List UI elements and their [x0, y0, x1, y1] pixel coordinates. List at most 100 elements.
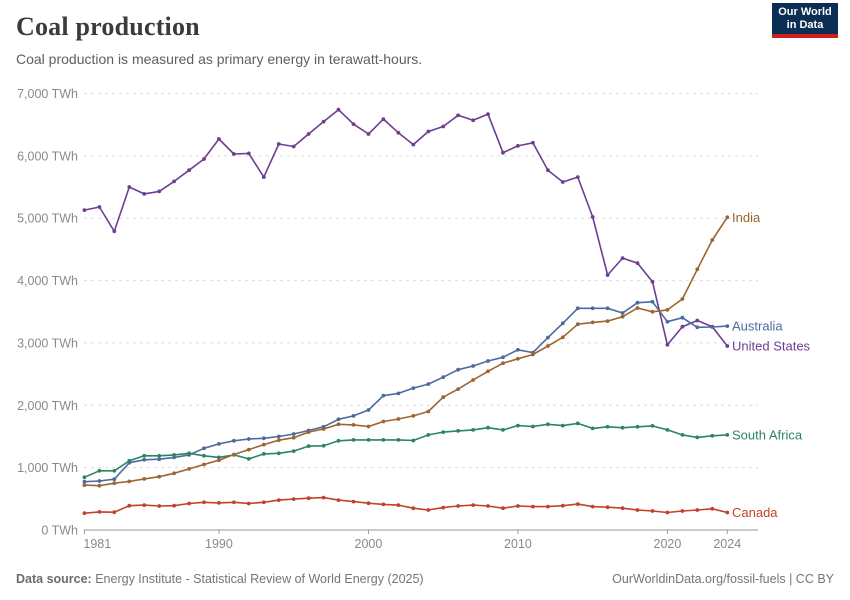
data-point-india-1997: [321, 427, 326, 431]
data-point-south-africa-2003: [411, 438, 416, 443]
data-point-canada-2019: [650, 509, 655, 513]
data-point-united-states-2017: [620, 256, 625, 260]
data-point-united-states-1987: [172, 179, 177, 184]
data-point-united-states-1981: [82, 208, 87, 213]
data-point-australia-2020: [665, 319, 670, 324]
data-point-india-2002: [396, 417, 401, 421]
data-point-india-1999: [351, 423, 356, 427]
data-point-australia-2007: [471, 364, 475, 368]
data-point-australia-2004: [426, 382, 431, 386]
data-point-south-africa-2016: [605, 424, 610, 429]
data-point-india-1995: [291, 435, 296, 440]
page-title: Coal production: [16, 12, 200, 41]
data-point-india-1998: [336, 422, 341, 427]
data-point-canada-2000: [366, 501, 371, 506]
owid-logo[interactable]: Our World in Data: [772, 3, 838, 38]
data-point-canada-1997: [321, 495, 326, 500]
data-point-canada-1982: [97, 510, 102, 514]
x-tick-label-2020: 2020: [654, 537, 682, 551]
data-point-united-states-2001: [381, 117, 386, 121]
data-point-south-africa-2020: [665, 428, 670, 432]
data-point-australia-1994: [276, 434, 281, 439]
data-point-australia-2001: [381, 393, 386, 398]
data-point-australia-2009: [501, 355, 505, 360]
data-point-india-2017: [620, 314, 625, 319]
data-point-australia-1992: [246, 437, 251, 441]
y-tick-label-3000: 3,000 TWh: [17, 336, 78, 350]
data-point-australia-2013: [560, 321, 565, 326]
data-point-south-africa-1997: [321, 443, 326, 448]
data-point-australia-1983: [112, 477, 117, 482]
data-point-india-2004: [426, 409, 431, 414]
data-point-canada-2024: [725, 510, 730, 515]
data-point-canada-1985: [142, 503, 147, 507]
data-point-united-states-2024: [725, 344, 730, 348]
y-tick-label-5000: 5,000 TWh: [17, 212, 78, 226]
data-point-united-states-2005: [441, 124, 446, 129]
series-line-united-states: [83, 108, 729, 347]
series-canada: Canada: [82, 495, 778, 520]
data-point-australia-2005: [441, 375, 446, 380]
data-point-australia-1981: [82, 479, 87, 484]
data-point-south-africa-2014: [575, 421, 580, 426]
series-label-south-africa[interactable]: South Africa: [732, 427, 803, 442]
data-point-united-states-2011: [531, 140, 535, 145]
data-point-india-2010: [516, 356, 520, 361]
series-south-africa: South Africa: [82, 421, 803, 480]
data-point-united-states-2013: [560, 180, 565, 184]
data-point-india-1987: [172, 471, 177, 476]
data-point-united-states-1994: [276, 142, 281, 146]
data-point-india-2021: [680, 297, 685, 301]
data-point-australia-1982: [97, 479, 102, 483]
data-point-canada-2007: [471, 503, 475, 507]
data-point-australia-2017: [620, 311, 625, 315]
data-point-india-2018: [635, 306, 640, 310]
data-point-australia-2018: [635, 300, 640, 305]
data-point-united-states-2002: [396, 130, 401, 135]
data-point-south-africa-2004: [426, 433, 431, 437]
series-label-united-states[interactable]: United States: [732, 339, 811, 354]
data-point-united-states-2000: [366, 132, 371, 136]
data-point-canada-1991: [232, 500, 236, 505]
data-point-canada-1989: [202, 500, 206, 505]
data-point-india-1983: [112, 481, 117, 486]
y-tick-label-1000: 1,000 TWh: [17, 461, 78, 475]
chart-footer: Data source: Energy Institute - Statisti…: [16, 572, 834, 586]
y-tick-label-2000: 2,000 TWh: [17, 399, 78, 413]
data-point-india-1985: [142, 477, 147, 481]
series-label-canada[interactable]: Canada: [732, 505, 778, 520]
series-australia: Australia: [82, 299, 783, 484]
data-point-united-states-2006: [456, 113, 460, 118]
data-point-united-states-1984: [127, 185, 132, 189]
series-label-india[interactable]: India: [732, 210, 761, 225]
series-label-australia[interactable]: Australia: [732, 319, 783, 334]
data-point-south-africa-1985: [142, 453, 147, 458]
data-point-india-2016: [605, 319, 610, 323]
data-point-india-2023: [710, 238, 715, 242]
data-point-australia-1986: [157, 457, 162, 462]
data-point-canada-2023: [710, 506, 715, 511]
data-point-india-1981: [82, 483, 87, 487]
owid-link[interactable]: OurWorldinData.org/fossil-fuels | CC BY: [612, 572, 834, 586]
data-point-south-africa-2013: [560, 423, 565, 428]
data-point-canada-1993: [261, 500, 266, 505]
data-point-canada-2013: [560, 503, 565, 508]
data-point-canada-2014: [575, 502, 580, 506]
data-point-south-africa-1982: [97, 468, 102, 473]
data-point-australia-2006: [456, 367, 460, 372]
data-point-united-states-1993: [261, 175, 266, 180]
data-point-united-states-2021: [680, 324, 685, 329]
data-source-note: Data source: Energy Institute - Statisti…: [16, 572, 424, 586]
owid-logo-line2: in Data: [786, 18, 824, 31]
data-point-australia-1999: [351, 414, 356, 418]
data-point-united-states-2003: [411, 142, 416, 147]
data-point-south-africa-2011: [531, 424, 535, 429]
data-point-united-states-1992: [246, 151, 251, 156]
data-point-south-africa-1986: [157, 453, 162, 458]
series-line-canada: [83, 496, 729, 514]
data-point-australia-2016: [605, 306, 610, 311]
data-point-australia-2021: [680, 315, 685, 320]
series-line-south-africa: [83, 422, 729, 479]
data-point-australia-2019: [650, 299, 655, 304]
y-tick-label-4000: 4,000 TWh: [17, 274, 78, 288]
